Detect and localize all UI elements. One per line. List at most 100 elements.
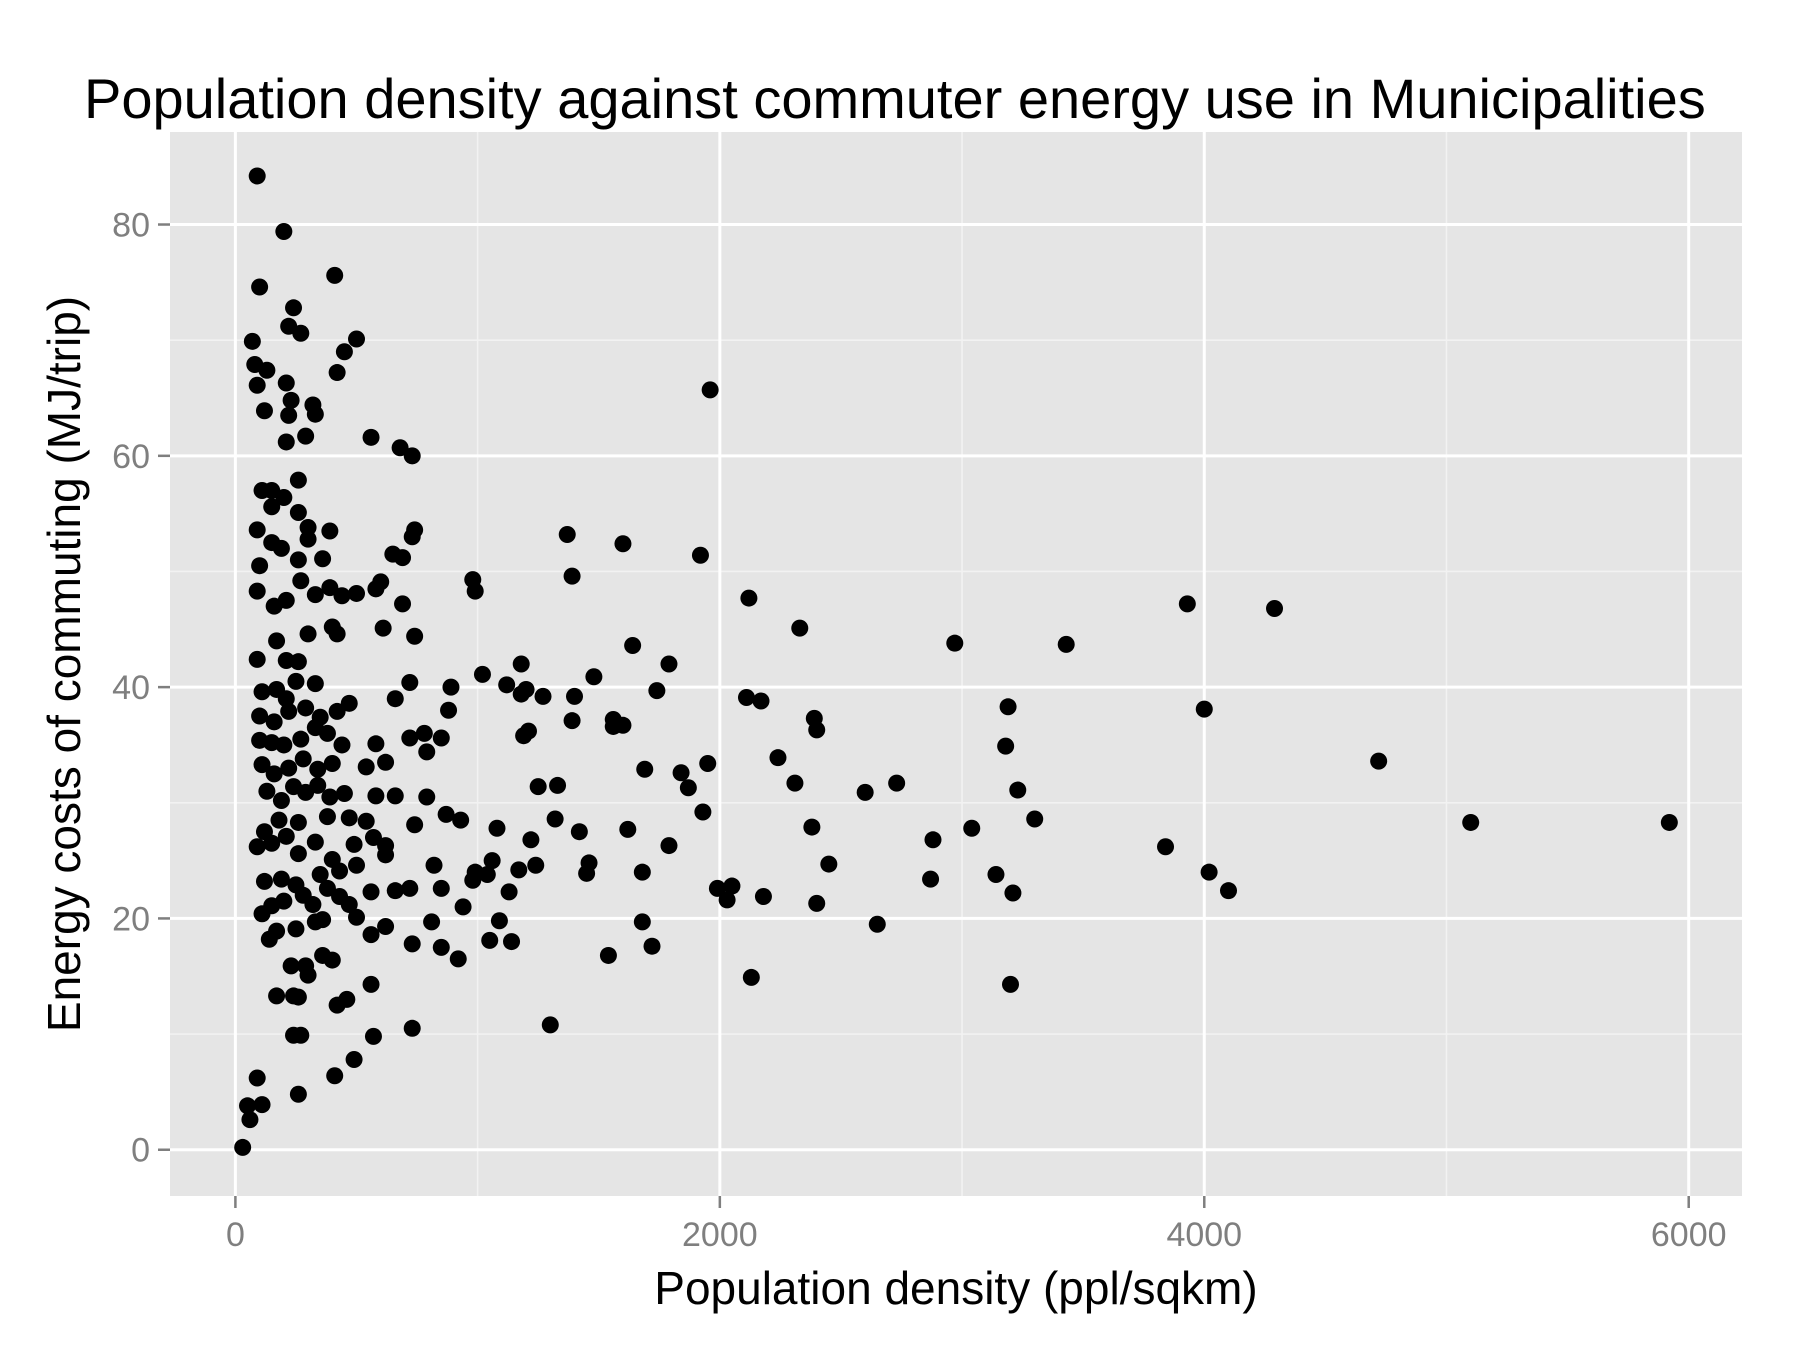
data-point xyxy=(946,634,964,652)
data-point xyxy=(888,774,906,792)
data-point xyxy=(248,1069,266,1087)
data-point xyxy=(922,870,940,888)
data-point xyxy=(287,672,305,690)
data-point xyxy=(323,951,341,969)
data-point xyxy=(362,926,380,944)
data-point xyxy=(691,546,709,564)
data-point xyxy=(856,783,874,801)
data-point xyxy=(326,1067,344,1085)
data-point xyxy=(248,838,266,856)
data-point xyxy=(415,724,433,742)
data-point xyxy=(253,683,271,701)
data-point xyxy=(997,737,1015,755)
data-point xyxy=(289,503,307,521)
data-point xyxy=(403,447,421,465)
data-point xyxy=(248,582,266,600)
data-point xyxy=(265,765,283,783)
data-point xyxy=(348,584,366,602)
data-point xyxy=(512,655,530,673)
data-point xyxy=(723,877,741,895)
y-tick-label: 0 xyxy=(131,1132,150,1170)
data-point xyxy=(1200,863,1218,881)
data-points xyxy=(234,167,1678,1156)
data-point xyxy=(466,863,484,881)
data-point xyxy=(285,299,303,317)
data-point xyxy=(306,833,324,851)
data-point xyxy=(1660,813,1678,831)
data-point xyxy=(660,837,678,855)
data-point xyxy=(401,729,419,747)
data-point xyxy=(321,522,339,540)
data-point xyxy=(340,896,358,914)
data-point xyxy=(289,1085,307,1103)
data-point xyxy=(563,712,581,730)
data-point xyxy=(357,758,375,776)
data-point xyxy=(326,266,344,284)
data-point xyxy=(619,820,637,838)
data-point xyxy=(348,908,366,926)
data-point xyxy=(318,724,336,742)
data-point xyxy=(268,632,286,650)
data-point xyxy=(522,831,540,849)
data-point xyxy=(306,675,324,693)
data-point xyxy=(432,729,450,747)
data-point xyxy=(1009,781,1027,799)
data-point xyxy=(558,525,576,543)
data-point xyxy=(624,636,642,654)
data-point xyxy=(534,687,552,705)
data-point xyxy=(737,689,755,707)
data-point xyxy=(614,535,632,553)
data-point xyxy=(394,595,412,613)
data-point xyxy=(481,931,499,949)
data-point xyxy=(304,896,322,914)
data-point xyxy=(328,625,346,643)
data-point xyxy=(636,760,654,778)
data-point xyxy=(604,711,622,729)
y-tick-label: 80 xyxy=(112,207,150,245)
data-point xyxy=(333,587,351,605)
data-point xyxy=(275,736,293,754)
data-point xyxy=(694,803,712,821)
data-point xyxy=(418,788,436,806)
data-point xyxy=(248,650,266,668)
x-tick-label: 6000 xyxy=(1651,1216,1727,1254)
data-point xyxy=(425,856,443,874)
data-point xyxy=(679,779,697,797)
data-point xyxy=(503,933,521,951)
data-point xyxy=(672,764,690,782)
data-point xyxy=(500,883,518,901)
data-point xyxy=(357,812,375,830)
data-point xyxy=(340,694,358,712)
data-point xyxy=(394,549,412,567)
data-point xyxy=(335,785,353,803)
data-point xyxy=(280,317,298,335)
data-point xyxy=(963,819,981,837)
data-point xyxy=(529,778,547,796)
data-point xyxy=(309,776,327,794)
data-point xyxy=(362,975,380,993)
data-point xyxy=(348,330,366,348)
data-point xyxy=(498,676,516,694)
data-point xyxy=(314,911,332,929)
data-point xyxy=(585,668,603,686)
data-point xyxy=(454,898,472,916)
data-point xyxy=(563,567,581,585)
data-point xyxy=(248,521,266,539)
data-point xyxy=(403,935,421,953)
data-point xyxy=(386,690,404,708)
data-point xyxy=(292,730,310,748)
data-point xyxy=(580,854,598,872)
data-point xyxy=(803,818,821,836)
data-point xyxy=(275,222,293,240)
data-point xyxy=(374,619,392,637)
x-tick-label: 0 xyxy=(226,1216,245,1254)
data-point xyxy=(377,837,395,855)
data-point xyxy=(372,573,390,591)
data-point xyxy=(348,856,366,874)
data-point xyxy=(277,690,295,708)
data-point xyxy=(406,627,424,645)
data-point xyxy=(311,865,329,883)
data-point xyxy=(251,557,269,575)
data-point xyxy=(289,551,307,569)
